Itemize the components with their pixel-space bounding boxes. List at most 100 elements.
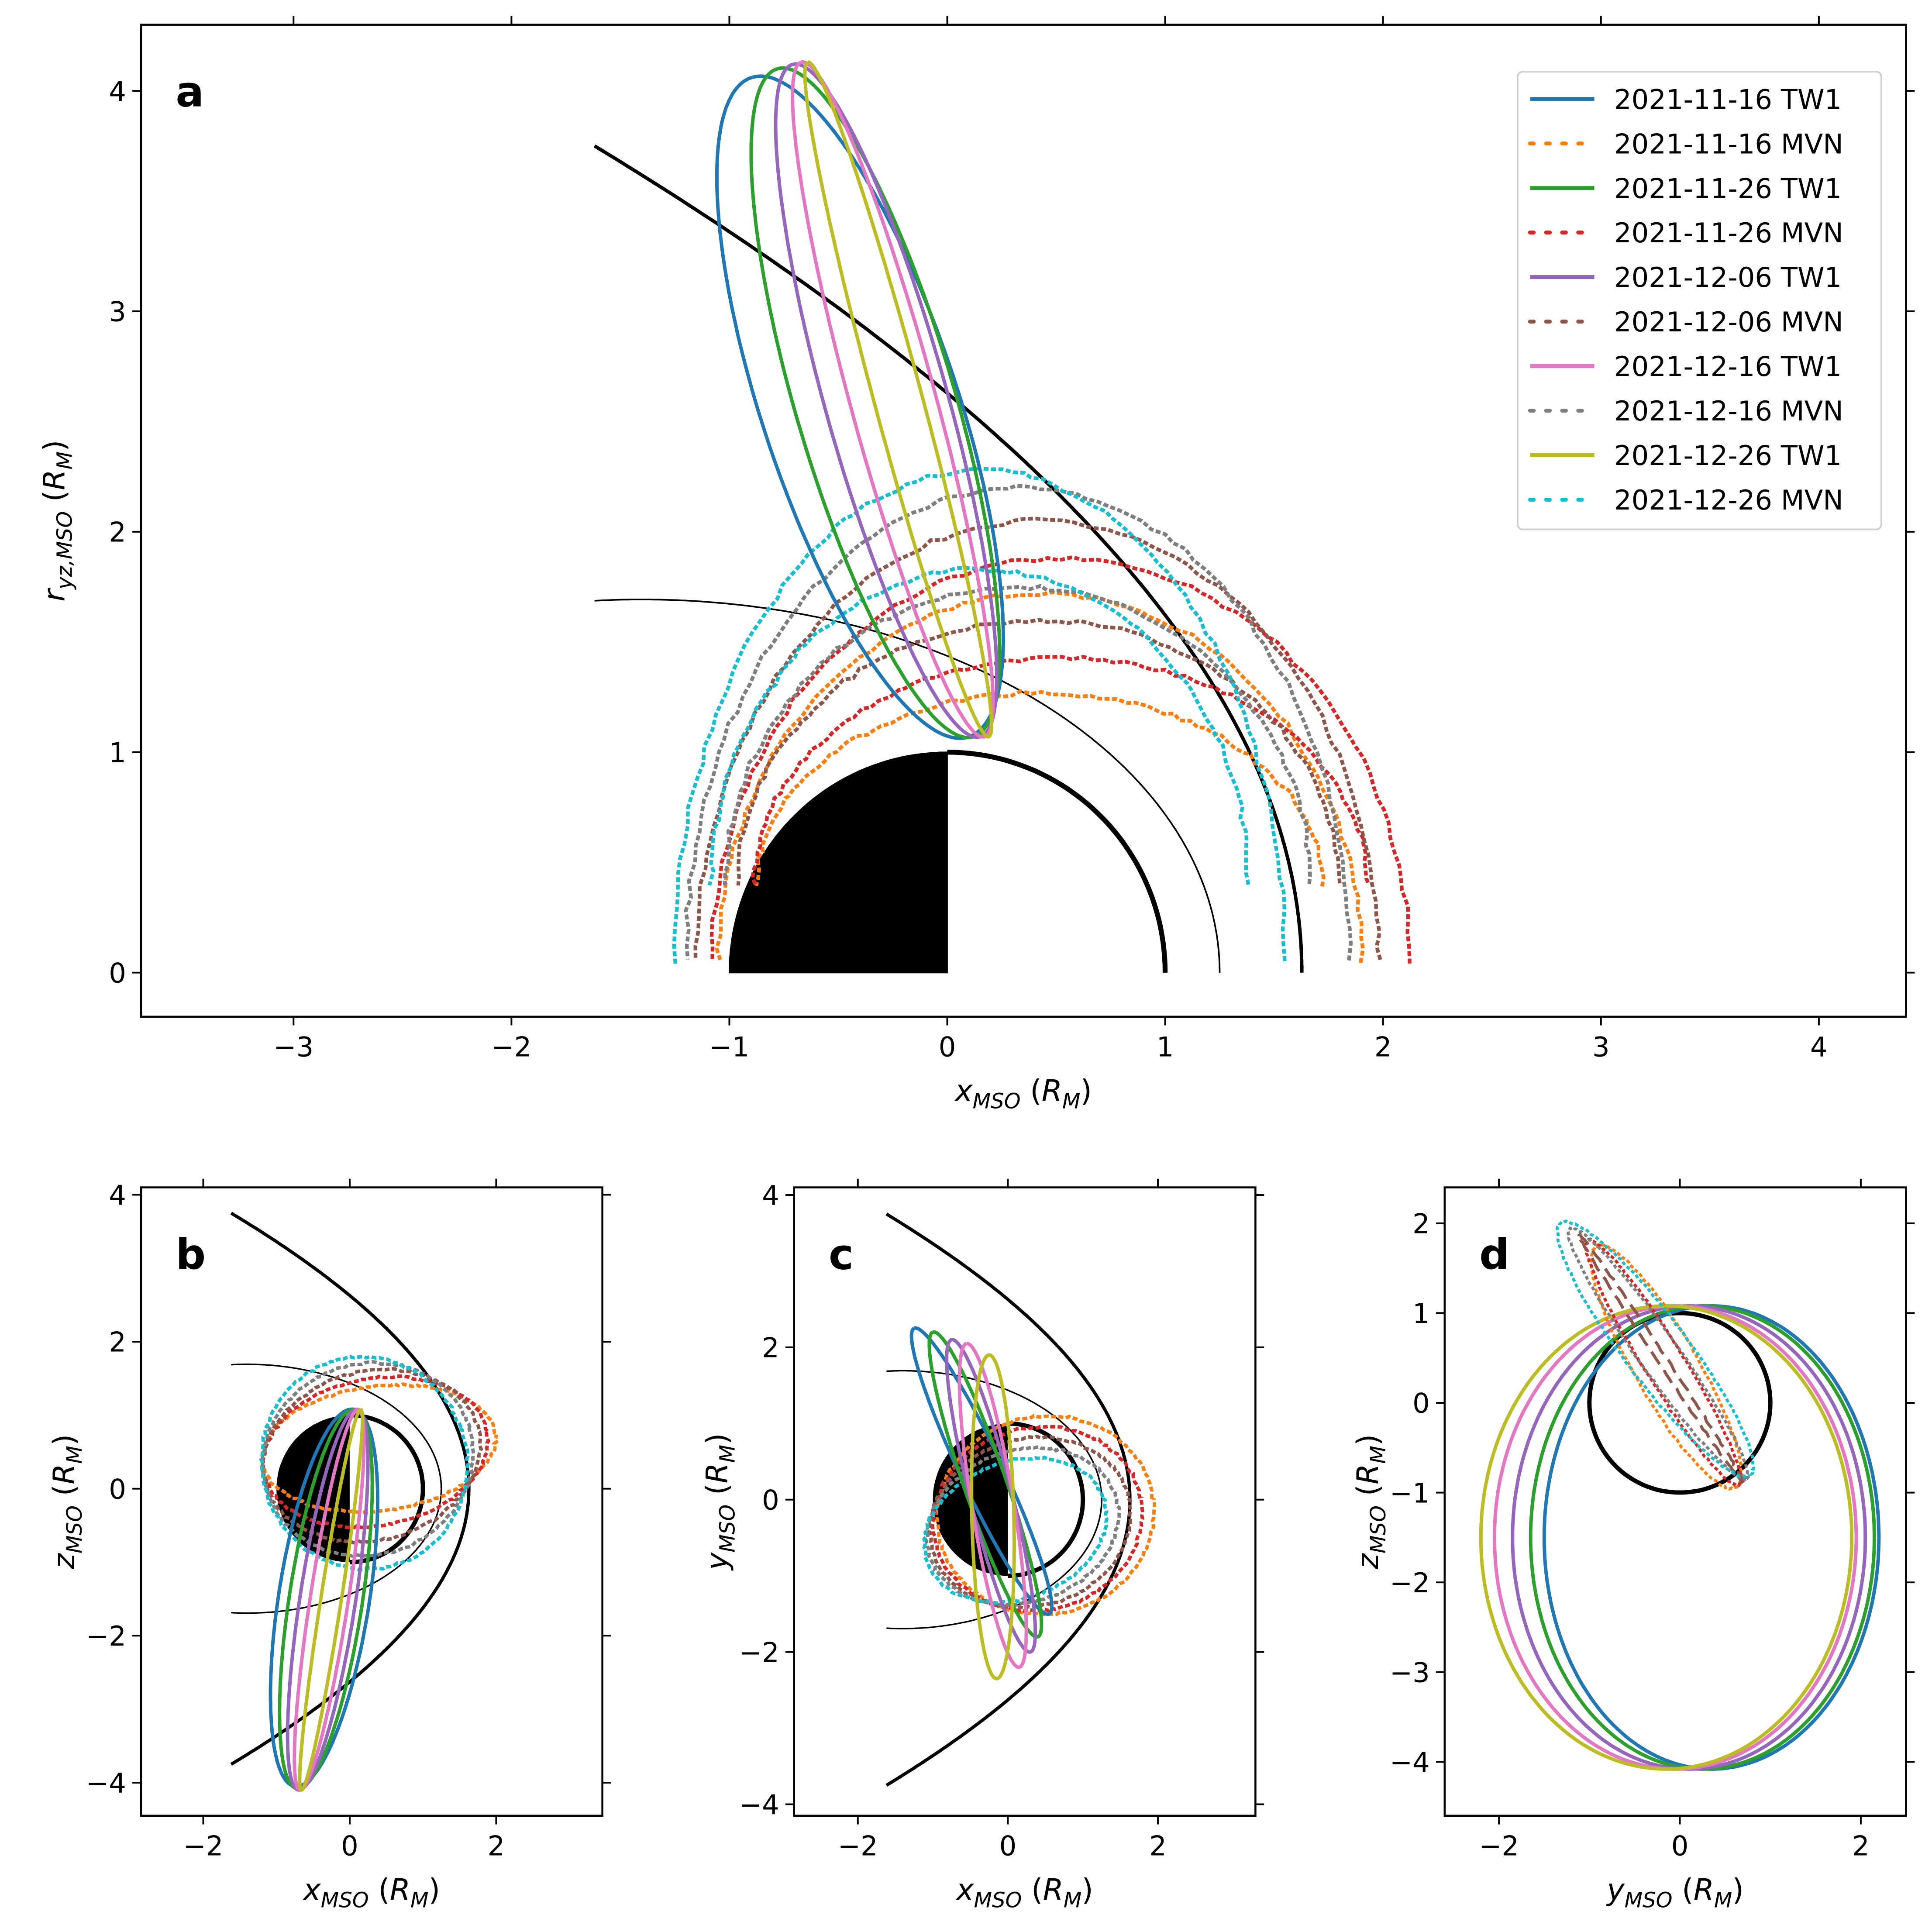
legend-label: 2021-11-26 MVN [1614, 217, 1843, 249]
legend-label: 2021-12-06 MVN [1614, 306, 1843, 338]
tw1-orbit-line [298, 1408, 365, 1792]
y-tick-label: 2 [109, 1326, 126, 1358]
panel-letter: c [829, 1230, 854, 1279]
x-tick-label: 0 [341, 1830, 358, 1862]
x-tick-label: 0 [939, 1031, 956, 1063]
y-tick-label: 3 [109, 296, 126, 328]
y-tick-label: 0 [109, 1473, 126, 1505]
mvn-orbit-line [260, 1360, 475, 1558]
plot-area [1479, 1219, 1881, 1771]
panel-letter: a [176, 68, 204, 117]
y-tick-label: −4 [1390, 1746, 1430, 1778]
panel-letter: d [1479, 1230, 1509, 1279]
x-tick-label: 3 [1592, 1031, 1610, 1063]
x-tick-label: 2 [1149, 1830, 1167, 1862]
x-axis-label: xMSO (RM) [302, 1873, 440, 1912]
planet-outline [1587, 1311, 1773, 1495]
legend-label: 2021-12-16 MVN [1614, 395, 1843, 427]
bow-shock-line [885, 1212, 1132, 1787]
tw1-orbit-line [1542, 1304, 1881, 1771]
mvn-orbit-line [709, 555, 1412, 964]
legend-label: 2021-11-16 MVN [1614, 128, 1843, 160]
mvn-orbit-line [1577, 1232, 1747, 1484]
mvn-orbit-line [684, 484, 1353, 961]
y-tick-label: 1 [1412, 1298, 1430, 1329]
legend-label: 2021-12-26 MVN [1614, 484, 1843, 516]
tw1-orbit-line [909, 1326, 1054, 1616]
y-tick-label: −2 [1390, 1567, 1430, 1599]
x-tick-label: −2 [838, 1830, 878, 1862]
y-tick-label: −3 [1390, 1656, 1430, 1688]
tw1-orbit-line [791, 60, 995, 739]
y-tick-label: 4 [109, 1179, 126, 1211]
bow-shock-line [230, 1212, 471, 1766]
mvn-orbit-line [1566, 1226, 1750, 1482]
panel-d: −2 0 2 −4 −3 −2 −1 0 1 2 yMSO (RM) zMSO (RM) d [1351, 1178, 1915, 1912]
mvn-orbit-line [922, 1455, 1109, 1605]
mvn-orbit-line [723, 584, 1312, 885]
plot-area [885, 1212, 1157, 1787]
y-tick-label: 0 [109, 957, 126, 989]
bow-shock-line [593, 144, 1304, 973]
y-axis-label: zMSO (RM) [1351, 1434, 1391, 1570]
planet-dayside [947, 750, 1168, 973]
x-tick-label: 0 [999, 1830, 1017, 1862]
mvn-orbit-line [924, 1445, 1121, 1607]
plot-area [230, 1212, 499, 1792]
x-tick-label: −2 [1479, 1830, 1519, 1862]
tw1-orbit-line [1479, 1304, 1854, 1771]
mvn-orbit-line [930, 1424, 1145, 1613]
y-tick-label: 4 [109, 76, 126, 107]
mvn-orbit-line [259, 1355, 470, 1572]
x-tick-label: 1 [1157, 1031, 1174, 1063]
panel-c: −2 0 2 −4 −2 0 2 4 xMSO (RM) yMSO (RM) c [700, 1178, 1264, 1912]
y-tick-label: 0 [762, 1484, 779, 1516]
panel-letter: b [176, 1230, 206, 1279]
x-tick-label: 2 [1852, 1830, 1870, 1862]
tw1-orbit-line [1511, 1304, 1867, 1771]
mvn-orbit-line [707, 566, 1250, 886]
mvn-orbit-line [927, 1434, 1133, 1610]
y-tick-label: −4 [739, 1789, 779, 1821]
x-tick-label: −2 [491, 1031, 531, 1063]
y-axis-label: zMSO (RM) [47, 1434, 87, 1570]
mvn-orbit-line [751, 654, 1370, 887]
x-tick-label: 2 [488, 1830, 505, 1862]
mvn-orbit-line [736, 617, 1342, 886]
tw1-orbit-line [803, 60, 994, 739]
mvn-orbit-line [1589, 1243, 1743, 1491]
tw1-orbit-line [945, 1338, 1037, 1654]
y-tick-label: 2 [109, 517, 126, 548]
mvn-orbit-line [1556, 1219, 1755, 1478]
y-axis-label: yMSO (RM) [700, 1433, 740, 1571]
x-tick-label: −2 [183, 1830, 224, 1862]
x-tick-label: 2 [1374, 1031, 1392, 1063]
legend-box [1517, 71, 1882, 530]
y-tick-label: 1 [109, 737, 126, 768]
y-tick-label: 2 [762, 1332, 779, 1364]
y-tick-label: 4 [762, 1180, 779, 1212]
y-tick-label: −2 [86, 1620, 126, 1652]
x-axis-label: xMSO (RM) [955, 1873, 1093, 1912]
legend-label: 2021-12-06 TW1 [1614, 262, 1842, 293]
y-tick-label: 2 [1412, 1208, 1430, 1240]
plot-frame [1443, 1186, 1907, 1817]
x-tick-label: 0 [1671, 1830, 1689, 1862]
y-axis-label: ryz,MSO (RM) [37, 440, 77, 601]
legend-label: 2021-12-26 TW1 [1614, 440, 1842, 472]
mpb-line [231, 1363, 442, 1614]
tw1-orbit-line [970, 1353, 1016, 1681]
y-tick-label: −4 [86, 1767, 126, 1799]
y-tick-label: 0 [1412, 1388, 1430, 1419]
mvn-orbit-line [754, 689, 1326, 887]
legend: 2021-11-16 TW1 2021-11-16 MVN 2021-11-26 T… [1517, 71, 1882, 530]
plot-frame [140, 24, 1907, 1018]
plot-frame [793, 1186, 1257, 1817]
mvn-orbit-line [934, 1414, 1157, 1616]
tw1-orbit-line [1529, 1304, 1876, 1771]
y-tick-label: −2 [739, 1636, 779, 1668]
x-tick-label: −3 [273, 1031, 313, 1063]
x-tick-label: 4 [1810, 1031, 1828, 1063]
plot-frame [140, 1186, 603, 1817]
panel-b: −2 0 2 −4 −2 0 2 4 xMSO (RM) zMSO (RM) b [47, 1178, 611, 1912]
